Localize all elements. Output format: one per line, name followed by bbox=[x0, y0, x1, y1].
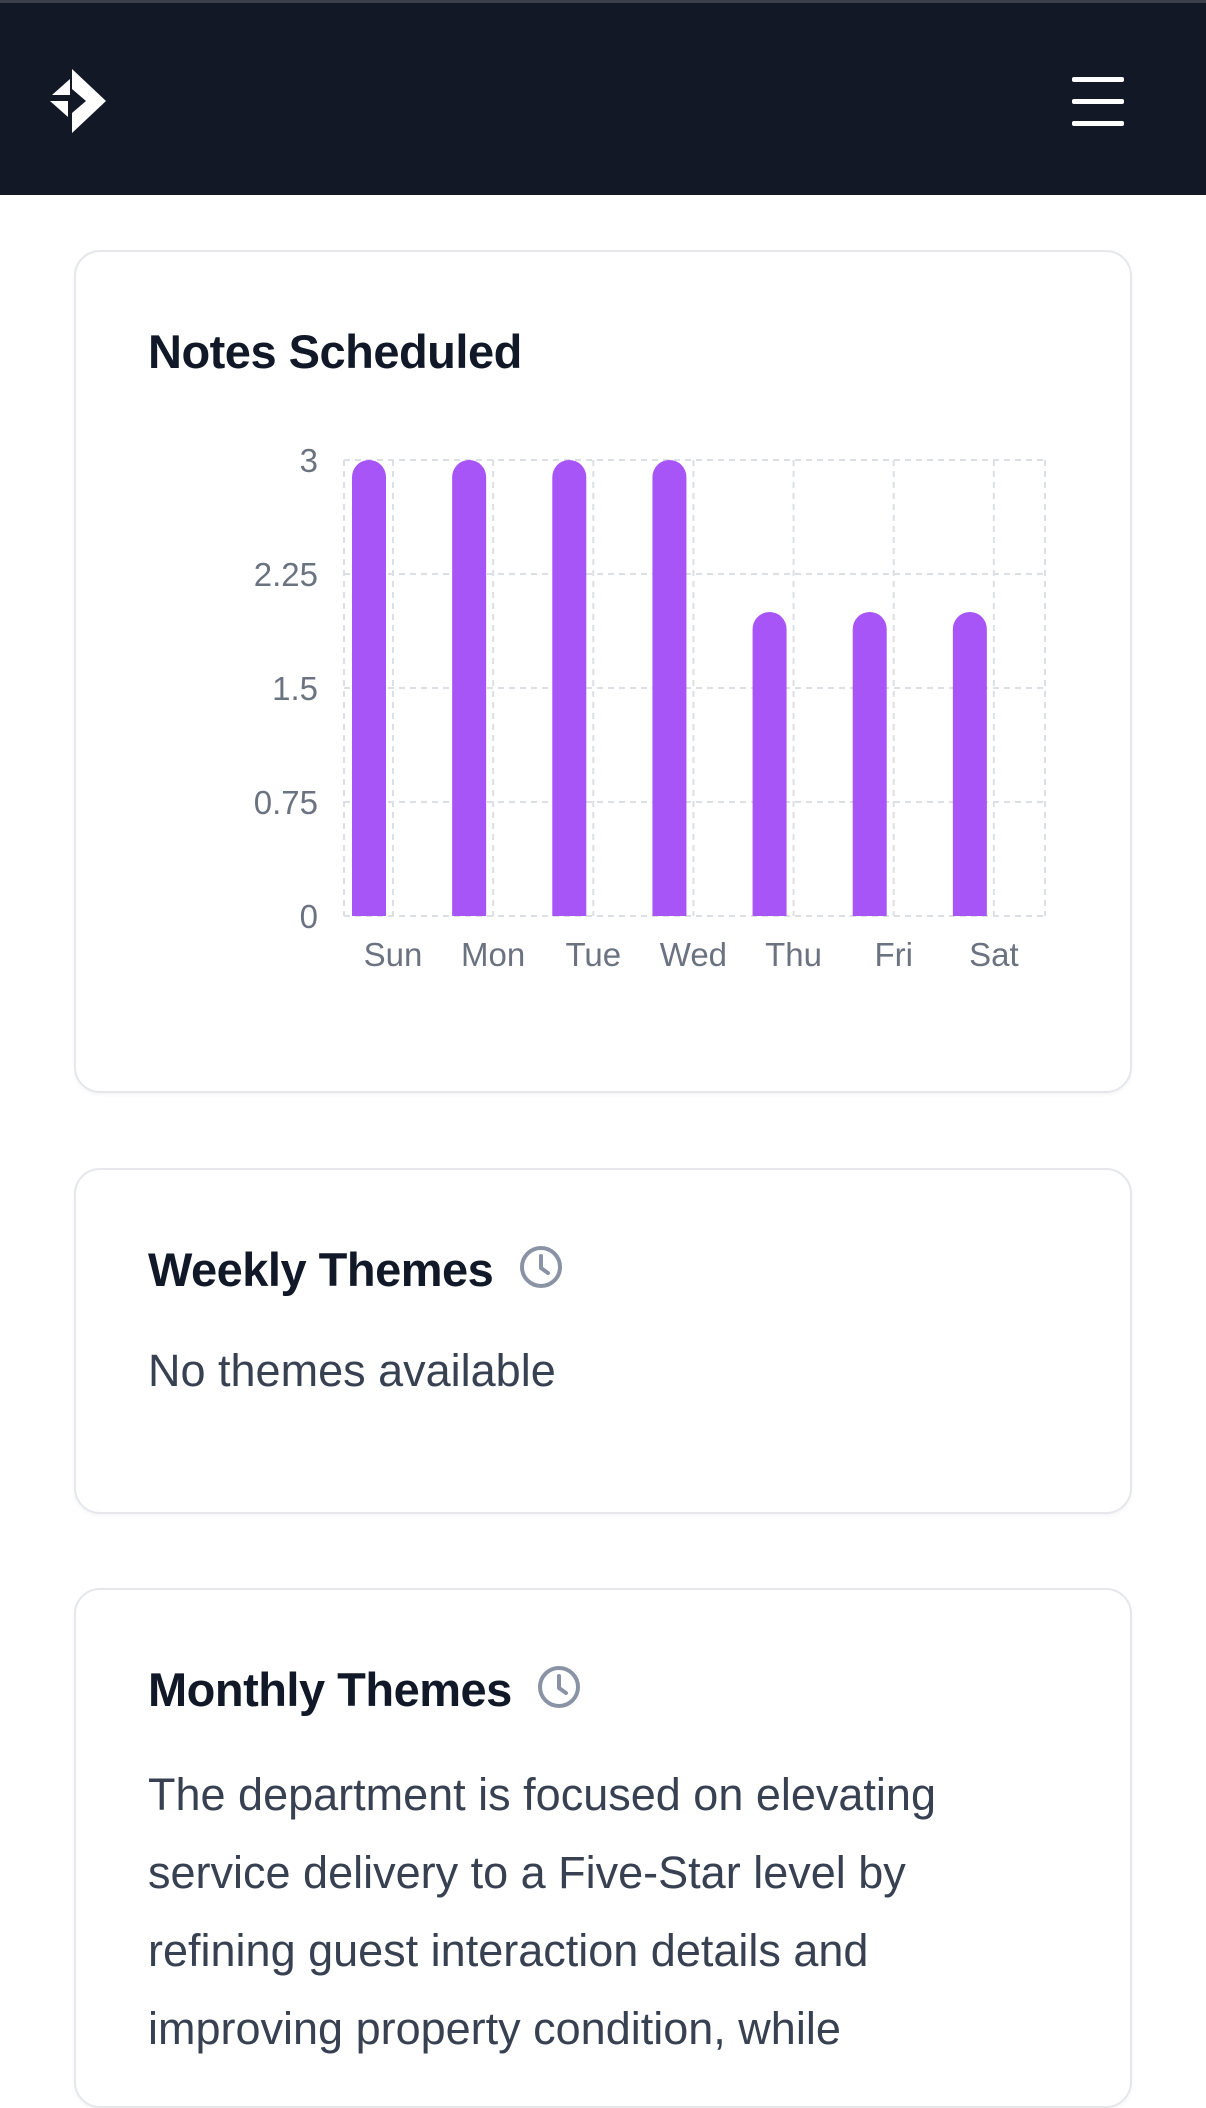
brand-logo-icon[interactable] bbox=[46, 65, 112, 137]
monthly-themes-text-line: refining guest interaction details and bbox=[148, 1925, 869, 1976]
x-tick-label: Mon bbox=[461, 936, 525, 973]
x-tick-label: Sun bbox=[364, 936, 423, 973]
bar-sun bbox=[352, 460, 386, 916]
x-tick-label: Tue bbox=[565, 936, 621, 973]
top-navigation-bar bbox=[0, 0, 1206, 195]
x-tick-label: Sat bbox=[969, 936, 1019, 973]
x-tick-label: Thu bbox=[765, 936, 822, 973]
monthly-themes-card: Monthly Themes The department is focused… bbox=[74, 1588, 1132, 2108]
y-tick-label: 2.25 bbox=[254, 556, 318, 593]
bar-wed bbox=[652, 460, 687, 916]
bar-mon bbox=[452, 460, 487, 916]
bar-tue bbox=[552, 460, 587, 916]
monthly-themes-text-line: improving property condition, while bbox=[148, 2003, 841, 2054]
monthly-themes-text: The department is focused on elevating s… bbox=[148, 1756, 936, 2068]
y-tick-label: 1.5 bbox=[272, 670, 318, 707]
notes-scheduled-card: Notes Scheduled 0 0.75 1.5 2.25 3 Sun Mon Tue We… bbox=[74, 250, 1132, 1093]
x-tick-label: Fri bbox=[874, 936, 912, 973]
y-tick-label: 0.75 bbox=[254, 784, 318, 821]
clock-icon[interactable] bbox=[518, 1244, 564, 1290]
y-tick-label: 3 bbox=[300, 442, 318, 479]
monthly-themes-text-line: service delivery to a Five-Star level by bbox=[148, 1847, 906, 1898]
monthly-themes-title: Monthly Themes bbox=[148, 1663, 512, 1716]
monthly-themes-text-line: The department is focused on elevating bbox=[148, 1769, 936, 1820]
bar-thu bbox=[752, 612, 787, 916]
y-tick-label: 0 bbox=[300, 898, 318, 935]
x-tick-label: Wed bbox=[660, 936, 727, 973]
weekly-themes-title: Weekly Themes bbox=[148, 1243, 494, 1296]
bar-sat bbox=[952, 612, 987, 916]
notes-scheduled-chart: 0 0.75 1.5 2.25 3 Sun Mon Tue Wed Thu Fri Sat bbox=[254, 442, 1046, 973]
hamburger-menu-icon[interactable] bbox=[1062, 71, 1124, 131]
clock-icon[interactable] bbox=[536, 1664, 582, 1710]
notes-scheduled-title: Notes Scheduled bbox=[148, 325, 522, 378]
weekly-themes-empty-text: No themes available bbox=[148, 1345, 556, 1396]
weekly-themes-card: Weekly Themes No themes available bbox=[74, 1168, 1132, 1514]
bar-fri bbox=[852, 612, 887, 916]
